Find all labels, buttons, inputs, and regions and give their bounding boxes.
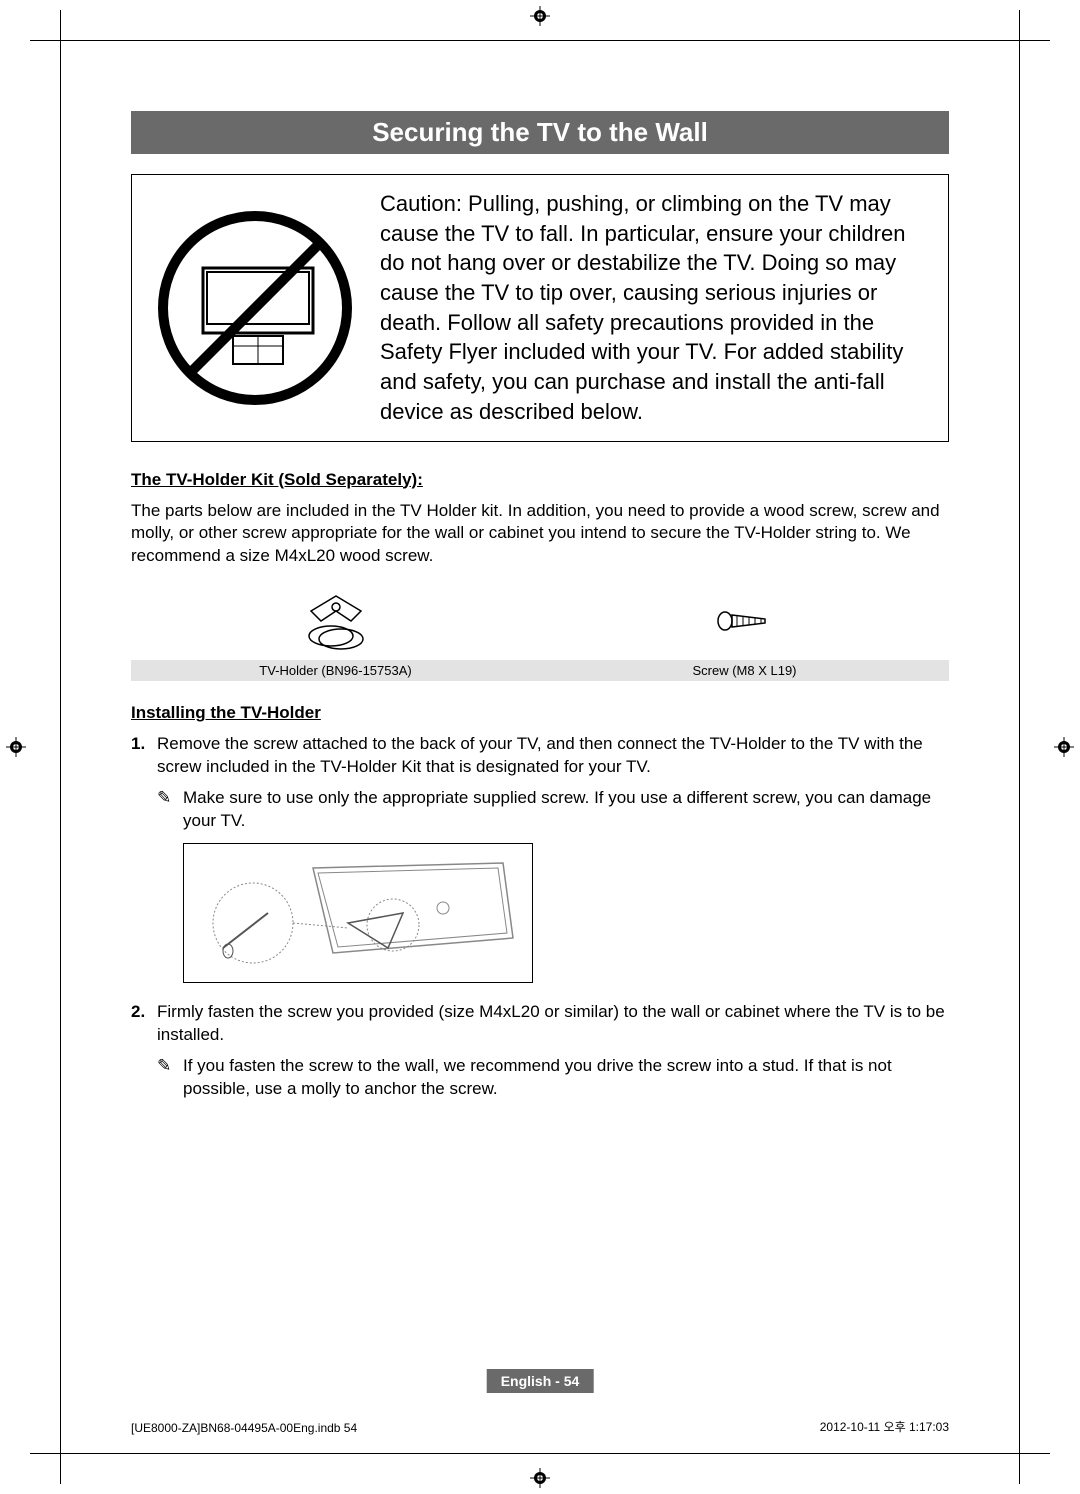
print-footer-right: 2012-10-11 오후 1:17:03 (820, 1418, 949, 1435)
note-icon: ✎ (157, 787, 175, 833)
tv-holder-install-illustration (183, 843, 533, 983)
step-1-text: Remove the screw attached to the back of… (157, 734, 923, 776)
install-heading: Installing the TV-Holder (131, 703, 949, 723)
tv-holder-icon (131, 586, 540, 656)
registration-mark-icon (1054, 737, 1074, 757)
registration-mark-icon (6, 737, 26, 757)
step-2-note: ✎ If you fasten the screw to the wall, w… (157, 1055, 949, 1101)
step-2: Firmly fasten the screw you provided (si… (131, 1001, 949, 1101)
parts-illustration-row (131, 586, 949, 656)
registration-mark-icon (530, 1468, 550, 1488)
registration-mark-icon (530, 6, 550, 26)
manual-page: Securing the TV to the Wall Caution: Pul… (60, 40, 1020, 1454)
kit-intro-text: The parts below are included in the TV H… (131, 500, 949, 569)
screw-icon (540, 586, 949, 656)
step-1: Remove the screw attached to the back of… (131, 733, 949, 983)
print-footer-left: [UE8000-ZA]BN68-04495A-00Eng.indb 54 (131, 1421, 357, 1435)
install-steps-list: Remove the screw attached to the back of… (131, 733, 949, 1101)
crop-mark (1019, 1454, 1020, 1484)
step-2-note-text: If you fasten the screw to the wall, we … (183, 1055, 949, 1101)
crop-mark (1020, 1453, 1050, 1454)
step-2-text: Firmly fasten the screw you provided (si… (157, 1002, 945, 1044)
crop-mark (1019, 10, 1020, 40)
crop-mark (60, 10, 61, 40)
step-1-note-text: Make sure to use only the appropriate su… (183, 787, 949, 833)
crop-mark (30, 40, 60, 41)
kit-heading: The TV-Holder Kit (Sold Separately): (131, 470, 949, 490)
parts-label-row: TV-Holder (BN96-15753A) Screw (M8 X L19) (131, 660, 949, 681)
crop-mark (1020, 40, 1050, 41)
screw-label: Screw (M8 X L19) (540, 660, 949, 681)
crop-mark (60, 1454, 61, 1484)
prohibition-tv-tip-icon (150, 189, 360, 427)
note-icon: ✎ (157, 1055, 175, 1101)
caution-text: Caution: Pulling, pushing, or climbing o… (380, 189, 930, 427)
step-1-note: ✎ Make sure to use only the appropriate … (157, 787, 949, 833)
page-title-bar: Securing the TV to the Wall (131, 111, 949, 154)
crop-mark (30, 1453, 60, 1454)
page-number-footer: English - 54 (487, 1369, 594, 1393)
caution-box: Caution: Pulling, pushing, or climbing o… (131, 174, 949, 442)
tv-holder-label: TV-Holder (BN96-15753A) (131, 660, 540, 681)
